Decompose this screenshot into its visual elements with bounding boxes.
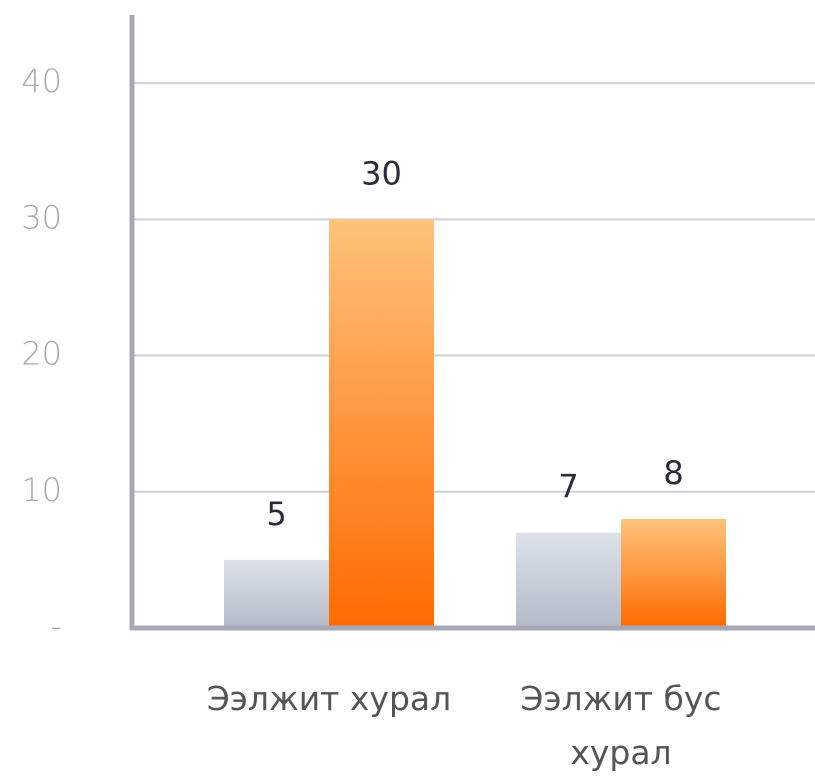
- y-tick-label: -: [50, 607, 62, 645]
- bar: [621, 519, 726, 628]
- bar: [224, 559, 329, 628]
- x-tick-label: Ээлжит бус хурал: [520, 679, 722, 772]
- y-tick-label: 10: [21, 471, 62, 509]
- value-label: 7: [558, 468, 578, 506]
- bar: [329, 219, 434, 629]
- value-label: 30: [361, 154, 402, 192]
- y-tick-label: 40: [21, 62, 62, 100]
- value-label: 8: [663, 454, 683, 492]
- bar: [516, 532, 621, 628]
- y-tick-label: 30: [21, 198, 62, 236]
- x-tick-label: Ээлжит хурал: [206, 679, 452, 718]
- y-tick-label: 20: [21, 335, 62, 373]
- value-label: 5: [266, 495, 286, 533]
